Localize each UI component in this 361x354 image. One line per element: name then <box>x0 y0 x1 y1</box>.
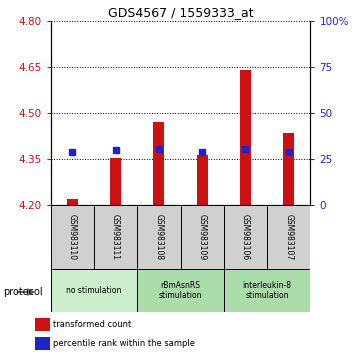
Bar <box>67 199 78 205</box>
Bar <box>94 205 137 269</box>
Text: transformed count: transformed count <box>53 320 131 329</box>
Text: GSM983108: GSM983108 <box>155 214 163 260</box>
Text: percentile rank within the sample: percentile rank within the sample <box>53 339 195 348</box>
Bar <box>35 318 50 331</box>
Text: GSM983110: GSM983110 <box>68 214 77 260</box>
Text: interleukin-8
stimulation: interleukin-8 stimulation <box>243 281 292 300</box>
Text: no stimulation: no stimulation <box>66 286 122 295</box>
Bar <box>35 337 50 350</box>
Text: GSM983106: GSM983106 <box>241 214 250 260</box>
Bar <box>224 269 310 312</box>
Text: protocol: protocol <box>4 287 43 297</box>
Title: GDS4567 / 1559333_at: GDS4567 / 1559333_at <box>108 6 253 19</box>
Bar <box>283 133 294 205</box>
Bar <box>267 205 310 269</box>
Bar <box>197 155 208 205</box>
Bar <box>137 205 180 269</box>
Bar <box>153 122 164 205</box>
Text: GSM983111: GSM983111 <box>111 214 120 260</box>
Bar <box>51 269 137 312</box>
Bar <box>110 158 121 205</box>
Bar <box>224 205 267 269</box>
Bar <box>51 205 94 269</box>
Text: rBmAsnRS
stimulation: rBmAsnRS stimulation <box>159 281 202 300</box>
Text: GSM983109: GSM983109 <box>198 214 206 260</box>
Bar <box>180 205 224 269</box>
Bar <box>137 269 224 312</box>
Text: GSM983107: GSM983107 <box>284 214 293 260</box>
Bar <box>240 70 251 205</box>
